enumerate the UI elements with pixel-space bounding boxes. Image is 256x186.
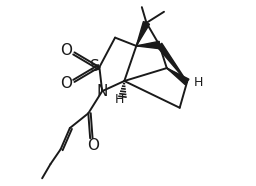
Text: N: N: [96, 84, 108, 99]
Text: H: H: [194, 76, 203, 89]
Polygon shape: [157, 43, 187, 82]
Polygon shape: [167, 68, 189, 85]
Polygon shape: [136, 22, 150, 46]
Text: S: S: [90, 59, 100, 74]
Text: H: H: [115, 93, 124, 106]
Text: O: O: [60, 76, 72, 91]
Polygon shape: [136, 41, 159, 49]
Text: O: O: [60, 43, 72, 58]
Text: O: O: [87, 138, 99, 153]
